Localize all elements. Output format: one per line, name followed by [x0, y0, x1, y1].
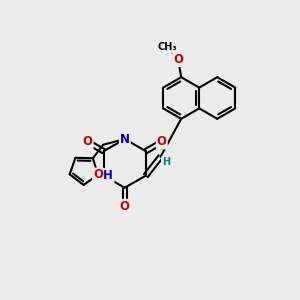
Text: H: H — [162, 157, 170, 167]
Text: O: O — [157, 136, 167, 148]
Text: CH₃: CH₃ — [158, 42, 177, 52]
Text: N: N — [120, 133, 130, 146]
Text: O: O — [120, 200, 130, 213]
Text: NH: NH — [94, 169, 114, 182]
Text: O: O — [173, 53, 183, 66]
Text: O: O — [93, 169, 103, 182]
Text: O: O — [83, 136, 93, 148]
